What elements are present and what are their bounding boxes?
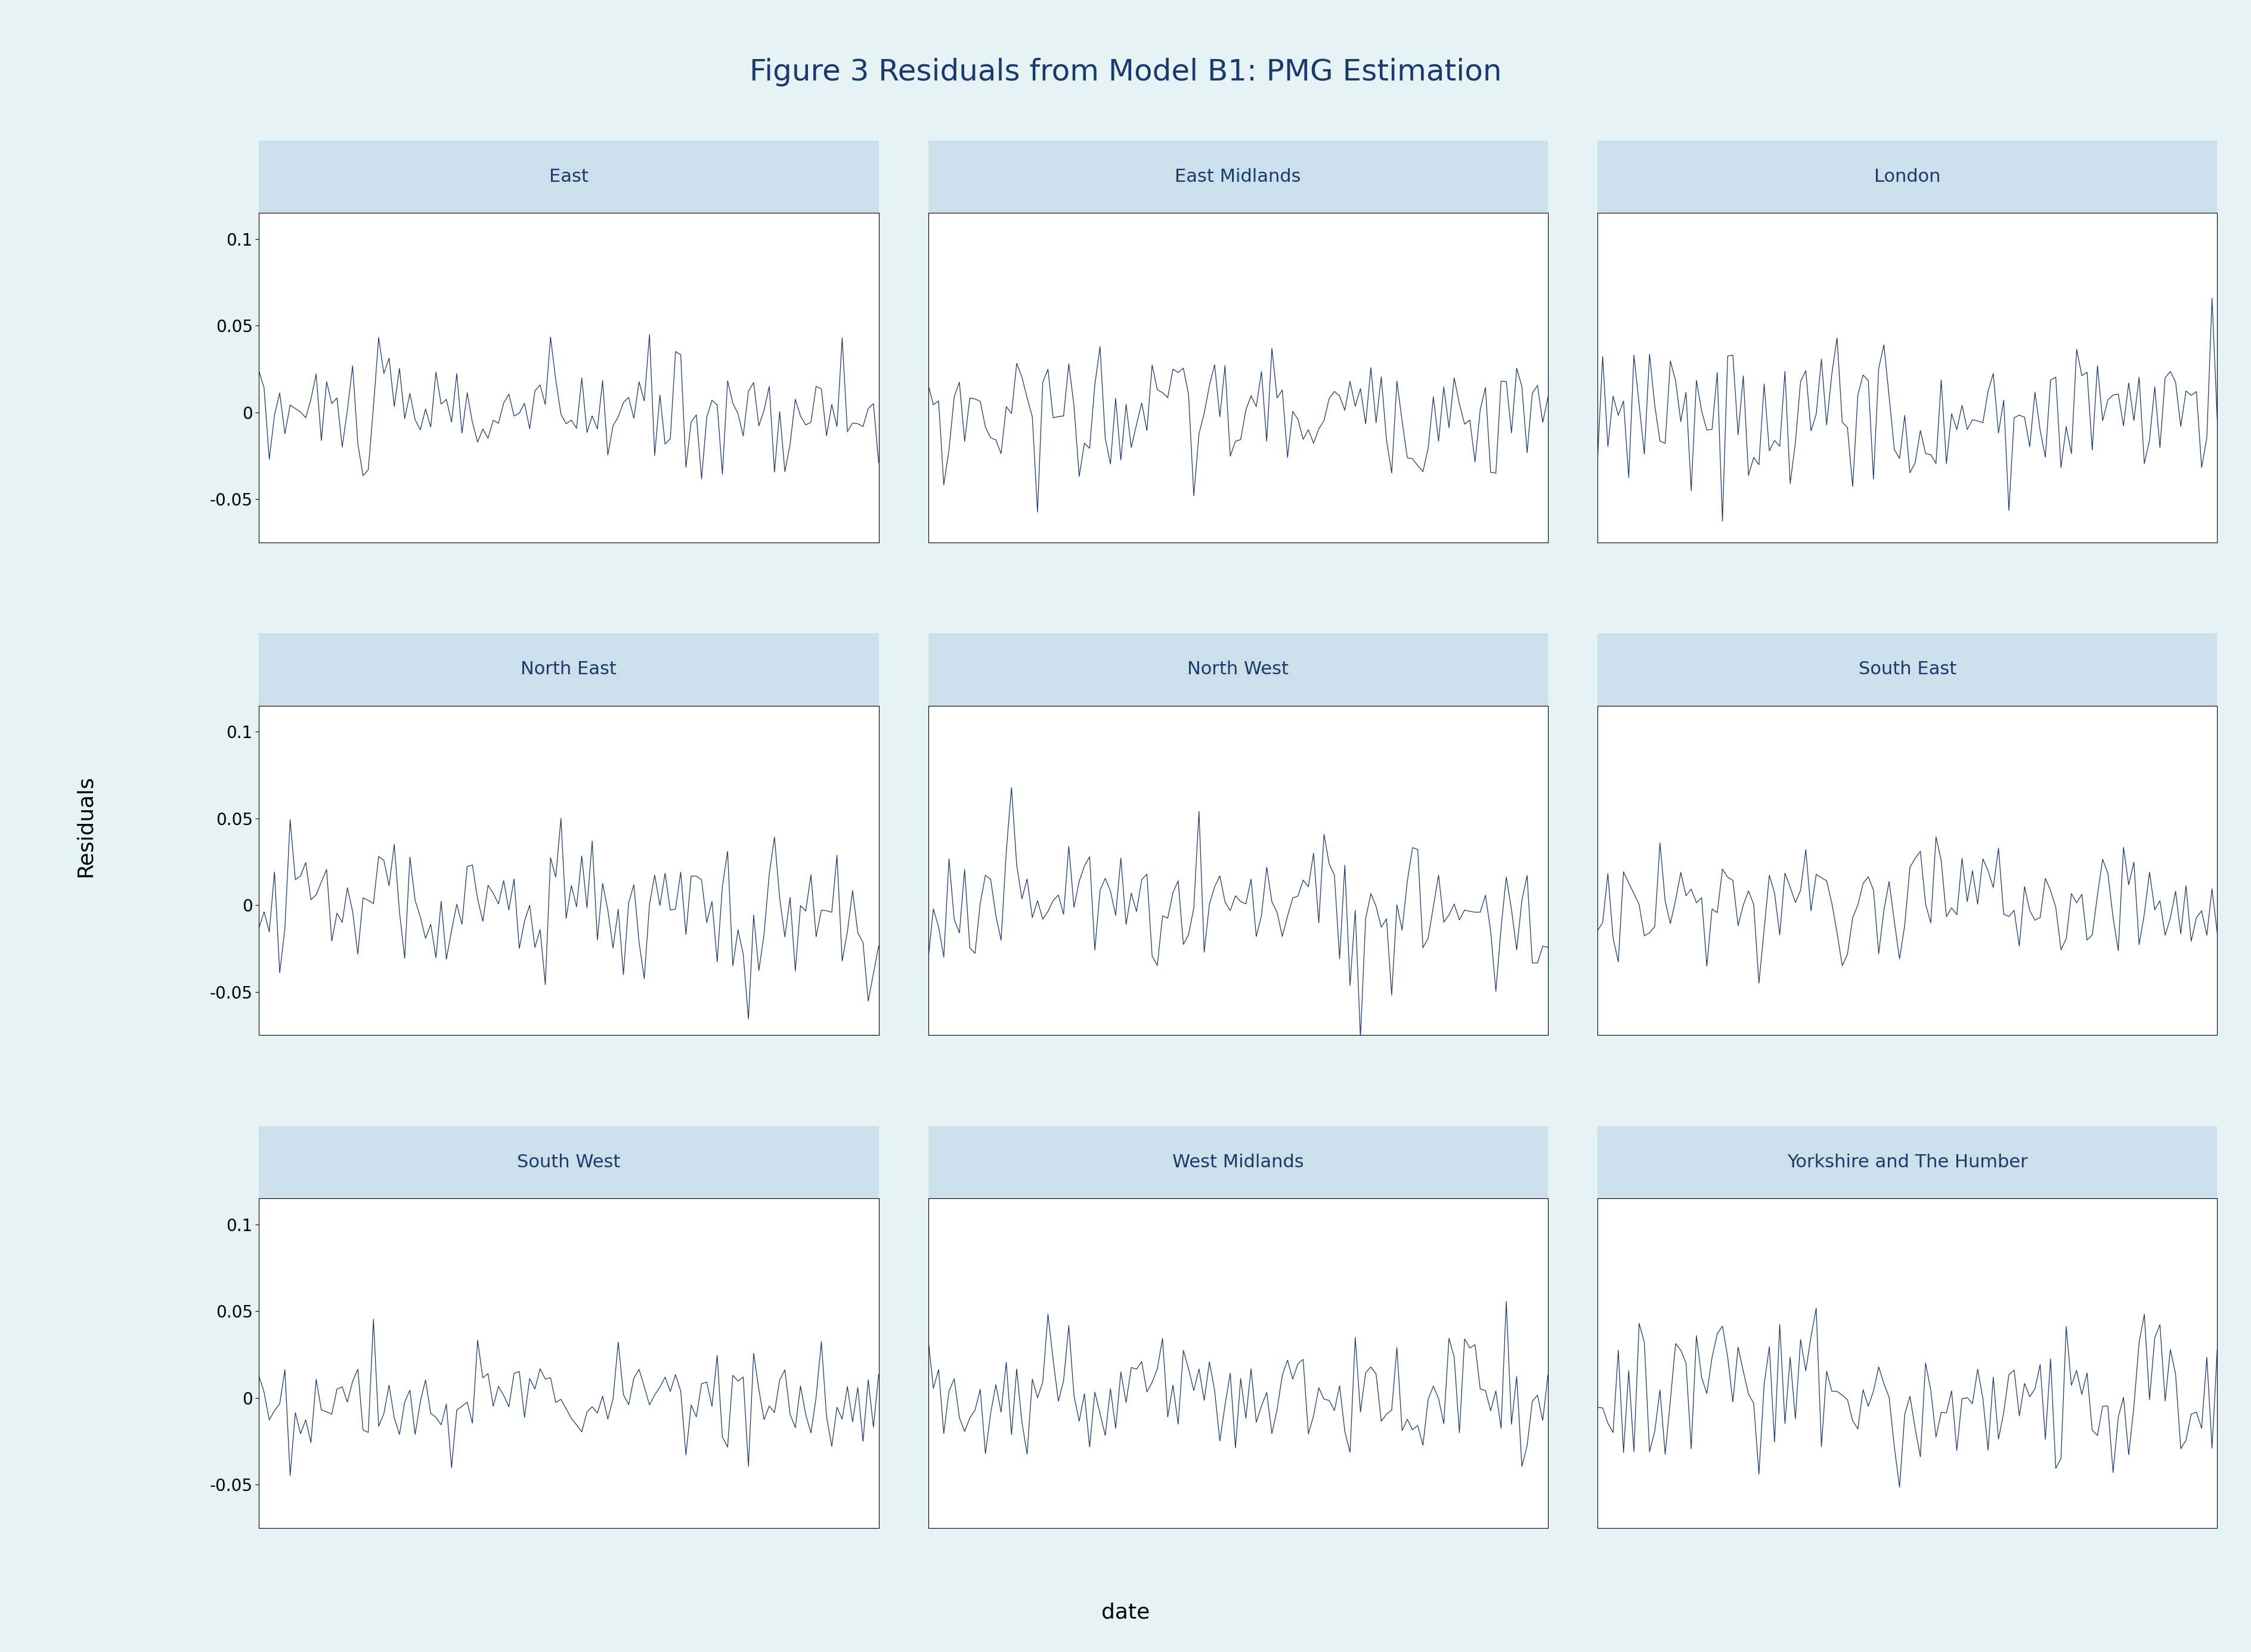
Text: North West: North West [1186,661,1290,677]
Text: South West: South West [518,1153,621,1171]
Text: London: London [1875,169,1940,185]
Text: South East: South East [1859,661,1956,677]
Text: Figure 3 Residuals from Model B1: PMG Estimation: Figure 3 Residuals from Model B1: PMG Es… [750,58,1501,86]
Text: East: East [549,169,588,185]
Text: North East: North East [520,661,617,677]
Text: West Midlands: West Midlands [1173,1153,1303,1171]
Text: East Midlands: East Midlands [1175,169,1301,185]
Text: Residuals: Residuals [74,775,97,877]
Text: Yorkshire and The Humber: Yorkshire and The Humber [1787,1153,2028,1171]
Text: date: date [1101,1602,1150,1622]
